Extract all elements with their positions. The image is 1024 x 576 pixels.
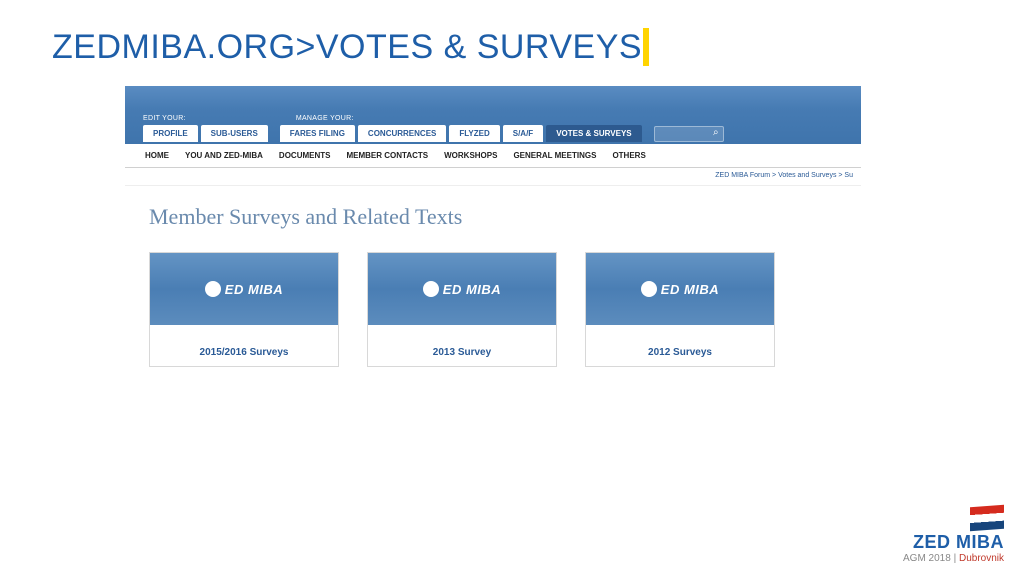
- nav-section-labels: EDIT YOUR: MANAGE YOUR:: [143, 115, 354, 122]
- card-2013[interactable]: ED MIBA 2013 Survey: [367, 252, 557, 367]
- secondary-menu: HOME YOU AND ZED-MIBA DOCUMENTS MEMBER C…: [125, 144, 861, 168]
- menu-general-meetings[interactable]: GENERAL MEETINGS: [513, 151, 596, 160]
- title-cursor: [643, 28, 649, 66]
- tab-fares-filing[interactable]: FARES FILING: [280, 125, 355, 142]
- card-thumb: ED MIBA: [150, 253, 338, 325]
- slide-title: ZEDMIBA.ORG>VOTES & SURVEYS: [52, 28, 649, 67]
- menu-member-contacts[interactable]: MEMBER CONTACTS: [346, 151, 428, 160]
- label-manage-your: MANAGE YOUR:: [296, 115, 354, 122]
- menu-home[interactable]: HOME: [145, 151, 169, 160]
- breadcrumb[interactable]: ZED MIBA Forum > Votes and Surveys > Su: [125, 168, 861, 186]
- card-label: 2015/2016 Surveys: [150, 325, 338, 366]
- brand-agm: AGM 2018 |: [903, 553, 959, 564]
- footer-brand: ZED MIBA AGM 2018 | Dubrovnik: [903, 506, 1004, 564]
- content-area: Member Surveys and Related Texts ED MIBA…: [125, 186, 861, 385]
- brand-name: ZED MIBA: [903, 532, 1004, 553]
- card-label: 2013 Survey: [368, 325, 556, 366]
- tab-sub-users[interactable]: SUB-USERS: [201, 125, 268, 142]
- brand-subtitle: AGM 2018 | Dubrovnik: [903, 553, 1004, 564]
- card-2012[interactable]: ED MIBA 2012 Surveys: [585, 252, 775, 367]
- menu-others[interactable]: OTHERS: [612, 151, 645, 160]
- survey-cards: ED MIBA 2015/2016 Surveys ED MIBA 2013 S…: [149, 252, 837, 367]
- menu-you-and-zedmiba[interactable]: YOU AND ZED-MIBA: [185, 151, 263, 160]
- site-header: EDIT YOUR: MANAGE YOUR: PROFILE SUB-USER…: [125, 86, 861, 144]
- slide-title-text: ZEDMIBA.ORG>VOTES & SURVEYS: [52, 28, 642, 66]
- tab-saf[interactable]: S/A/F: [503, 125, 543, 142]
- tab-concurrences[interactable]: CONCURRENCES: [358, 125, 446, 142]
- label-edit-your: EDIT YOUR:: [143, 115, 186, 122]
- menu-workshops[interactable]: WORKSHOPS: [444, 151, 497, 160]
- tab-votes-surveys[interactable]: VOTES & SURVEYS: [546, 125, 641, 142]
- menu-documents[interactable]: DOCUMENTS: [279, 151, 331, 160]
- croatia-flag-icon: [970, 505, 1004, 531]
- website-screenshot: EDIT YOUR: MANAGE YOUR: PROFILE SUB-USER…: [125, 86, 861, 488]
- card-label: 2012 Surveys: [586, 325, 774, 366]
- card-thumb: ED MIBA: [368, 253, 556, 325]
- primary-tabs: PROFILE SUB-USERS FARES FILING CONCURREN…: [143, 125, 724, 142]
- tab-flyzed[interactable]: FLYZED: [449, 125, 499, 142]
- tab-profile[interactable]: PROFILE: [143, 125, 198, 142]
- search-input[interactable]: [654, 126, 724, 142]
- card-thumb: ED MIBA: [586, 253, 774, 325]
- card-2015-2016[interactable]: ED MIBA 2015/2016 Surveys: [149, 252, 339, 367]
- page-heading: Member Surveys and Related Texts: [149, 204, 837, 230]
- brand-location: Dubrovnik: [959, 553, 1004, 564]
